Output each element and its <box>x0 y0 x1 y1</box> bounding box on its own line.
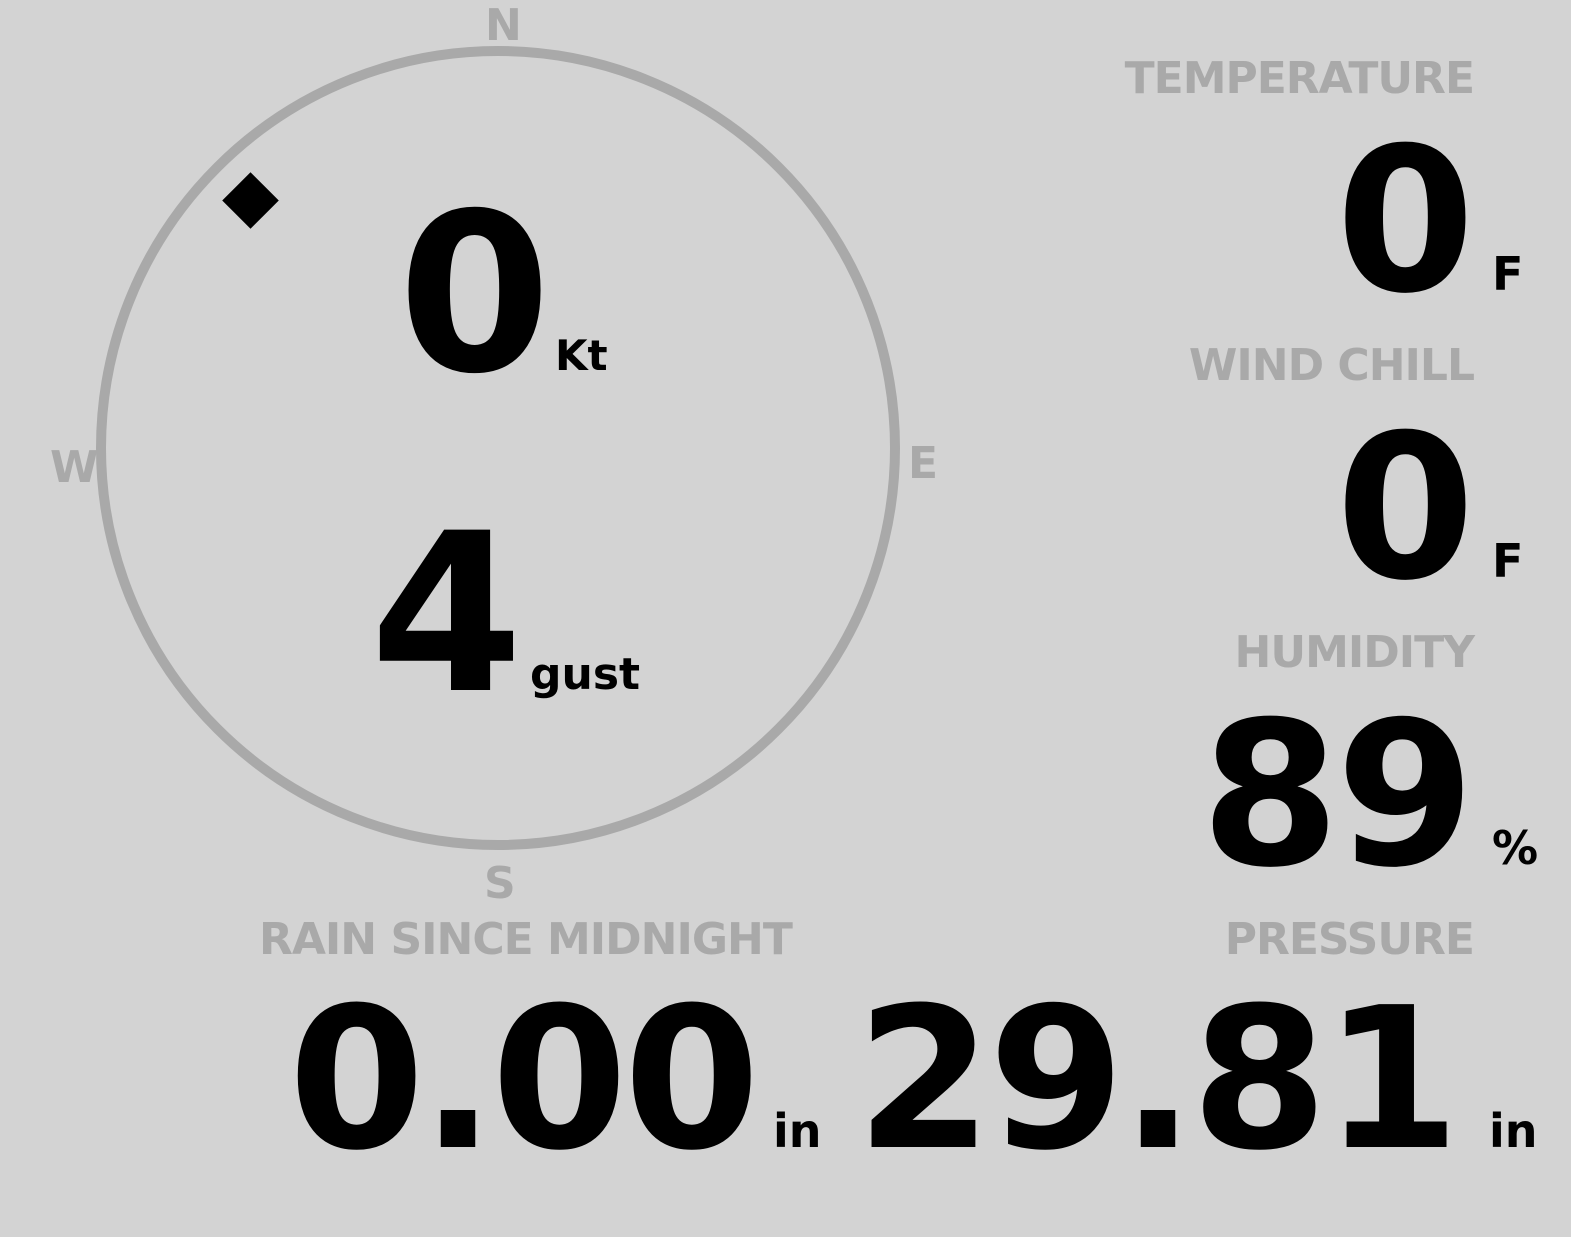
compass-south: S <box>484 858 516 909</box>
temperature-value: 0 <box>1335 105 1475 338</box>
humidity-unit: % <box>1492 821 1539 875</box>
wind-speed-unit: Kt <box>555 331 608 380</box>
pressure-unit: in <box>1489 1104 1538 1158</box>
wind-chill-label: WIND CHILL <box>1188 340 1475 391</box>
pressure-value: 29.81 <box>856 966 1460 1194</box>
wind-gust-value: 4 <box>370 486 523 742</box>
wind-gust-label: gust <box>530 649 641 700</box>
temperature-label: TEMPERATURE <box>1124 53 1475 104</box>
humidity-value: 89 <box>1200 679 1475 912</box>
compass-ring <box>96 46 900 850</box>
wind-speed-value: 0 <box>398 166 551 422</box>
compass-north: N <box>485 0 522 51</box>
pressure-label: PRESSURE <box>1224 914 1475 965</box>
wind-chill-value: 0 <box>1335 392 1475 625</box>
temperature-unit: F <box>1492 247 1524 301</box>
compass-west: W <box>50 442 99 493</box>
wind-direction-marker <box>222 172 279 229</box>
wind-chill-unit: F <box>1492 534 1524 588</box>
rain-value: 0.00 <box>288 966 760 1194</box>
compass-east: E <box>908 438 939 489</box>
rain-unit: in <box>773 1104 822 1158</box>
humidity-label: HUMIDITY <box>1234 627 1475 678</box>
rain-label: RAIN SINCE MIDNIGHT <box>259 914 793 965</box>
